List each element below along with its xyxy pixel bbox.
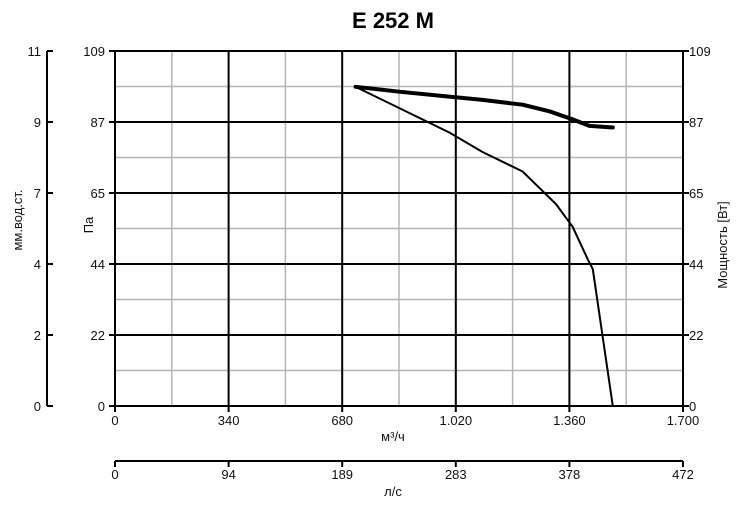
- x-secondary-title: л/с: [384, 484, 402, 499]
- y-left-outer-title: мм.вод.ст.: [10, 189, 25, 250]
- power-curve: [353, 84, 615, 130]
- tick-label-y-left-inner: 0: [98, 399, 105, 414]
- tick-label-y-left-outer: 9: [34, 115, 41, 130]
- tick-label-x-secondary: 94: [221, 467, 235, 482]
- tick-label-x-primary: 1.700: [667, 413, 700, 428]
- tick-label-y-right: 87: [689, 115, 703, 130]
- tick-label-x-secondary: 189: [331, 467, 353, 482]
- tick-label-y-right: 44: [689, 257, 703, 272]
- curves: [353, 84, 615, 407]
- tick-label-x-secondary: 283: [445, 467, 467, 482]
- pressure-curve: [354, 85, 614, 407]
- tick-label-y-right: 109: [689, 44, 711, 59]
- y-right-title: Мощность [Вт]: [715, 201, 730, 289]
- tick-label-x-primary: 1.020: [440, 413, 473, 428]
- tick-label-y-left-outer: 4: [34, 257, 41, 272]
- y-left-inner-title: Па: [81, 216, 96, 233]
- tick-label-x-primary: 1.360: [553, 413, 586, 428]
- x-primary-title: м³/ч: [381, 429, 405, 444]
- tick-label-y-left-outer: 2: [34, 328, 41, 343]
- tick-label-y-left-inner: 22: [91, 328, 105, 343]
- tick-label-y-right: 65: [689, 186, 703, 201]
- tick-label-y-left-outer: 11: [28, 44, 42, 59]
- chart-title: E 252 M: [352, 8, 434, 33]
- tick-label-y-right: 22: [689, 328, 703, 343]
- tick-label-y-left-outer: 7: [34, 186, 41, 201]
- tick-label-x-primary: 340: [218, 413, 240, 428]
- tick-label-x-secondary: 472: [672, 467, 694, 482]
- grid: [115, 51, 683, 406]
- tick-label-y-left-inner: 109: [83, 44, 105, 59]
- tick-label-y-left-inner: 44: [91, 257, 105, 272]
- tick-label-y-right: 0: [689, 399, 696, 414]
- tick-label-y-left-outer: 0: [34, 399, 41, 414]
- tick-label-x-secondary: 378: [559, 467, 581, 482]
- plot-frame: [114, 50, 684, 407]
- tick-label-x-secondary: 0: [111, 467, 118, 482]
- axes: [46, 50, 689, 467]
- tick-label-y-left-inner: 65: [91, 186, 105, 201]
- tick-label-x-primary: 0: [111, 413, 118, 428]
- tick-label-x-primary: 680: [331, 413, 353, 428]
- tick-label-y-left-inner: 87: [91, 115, 105, 130]
